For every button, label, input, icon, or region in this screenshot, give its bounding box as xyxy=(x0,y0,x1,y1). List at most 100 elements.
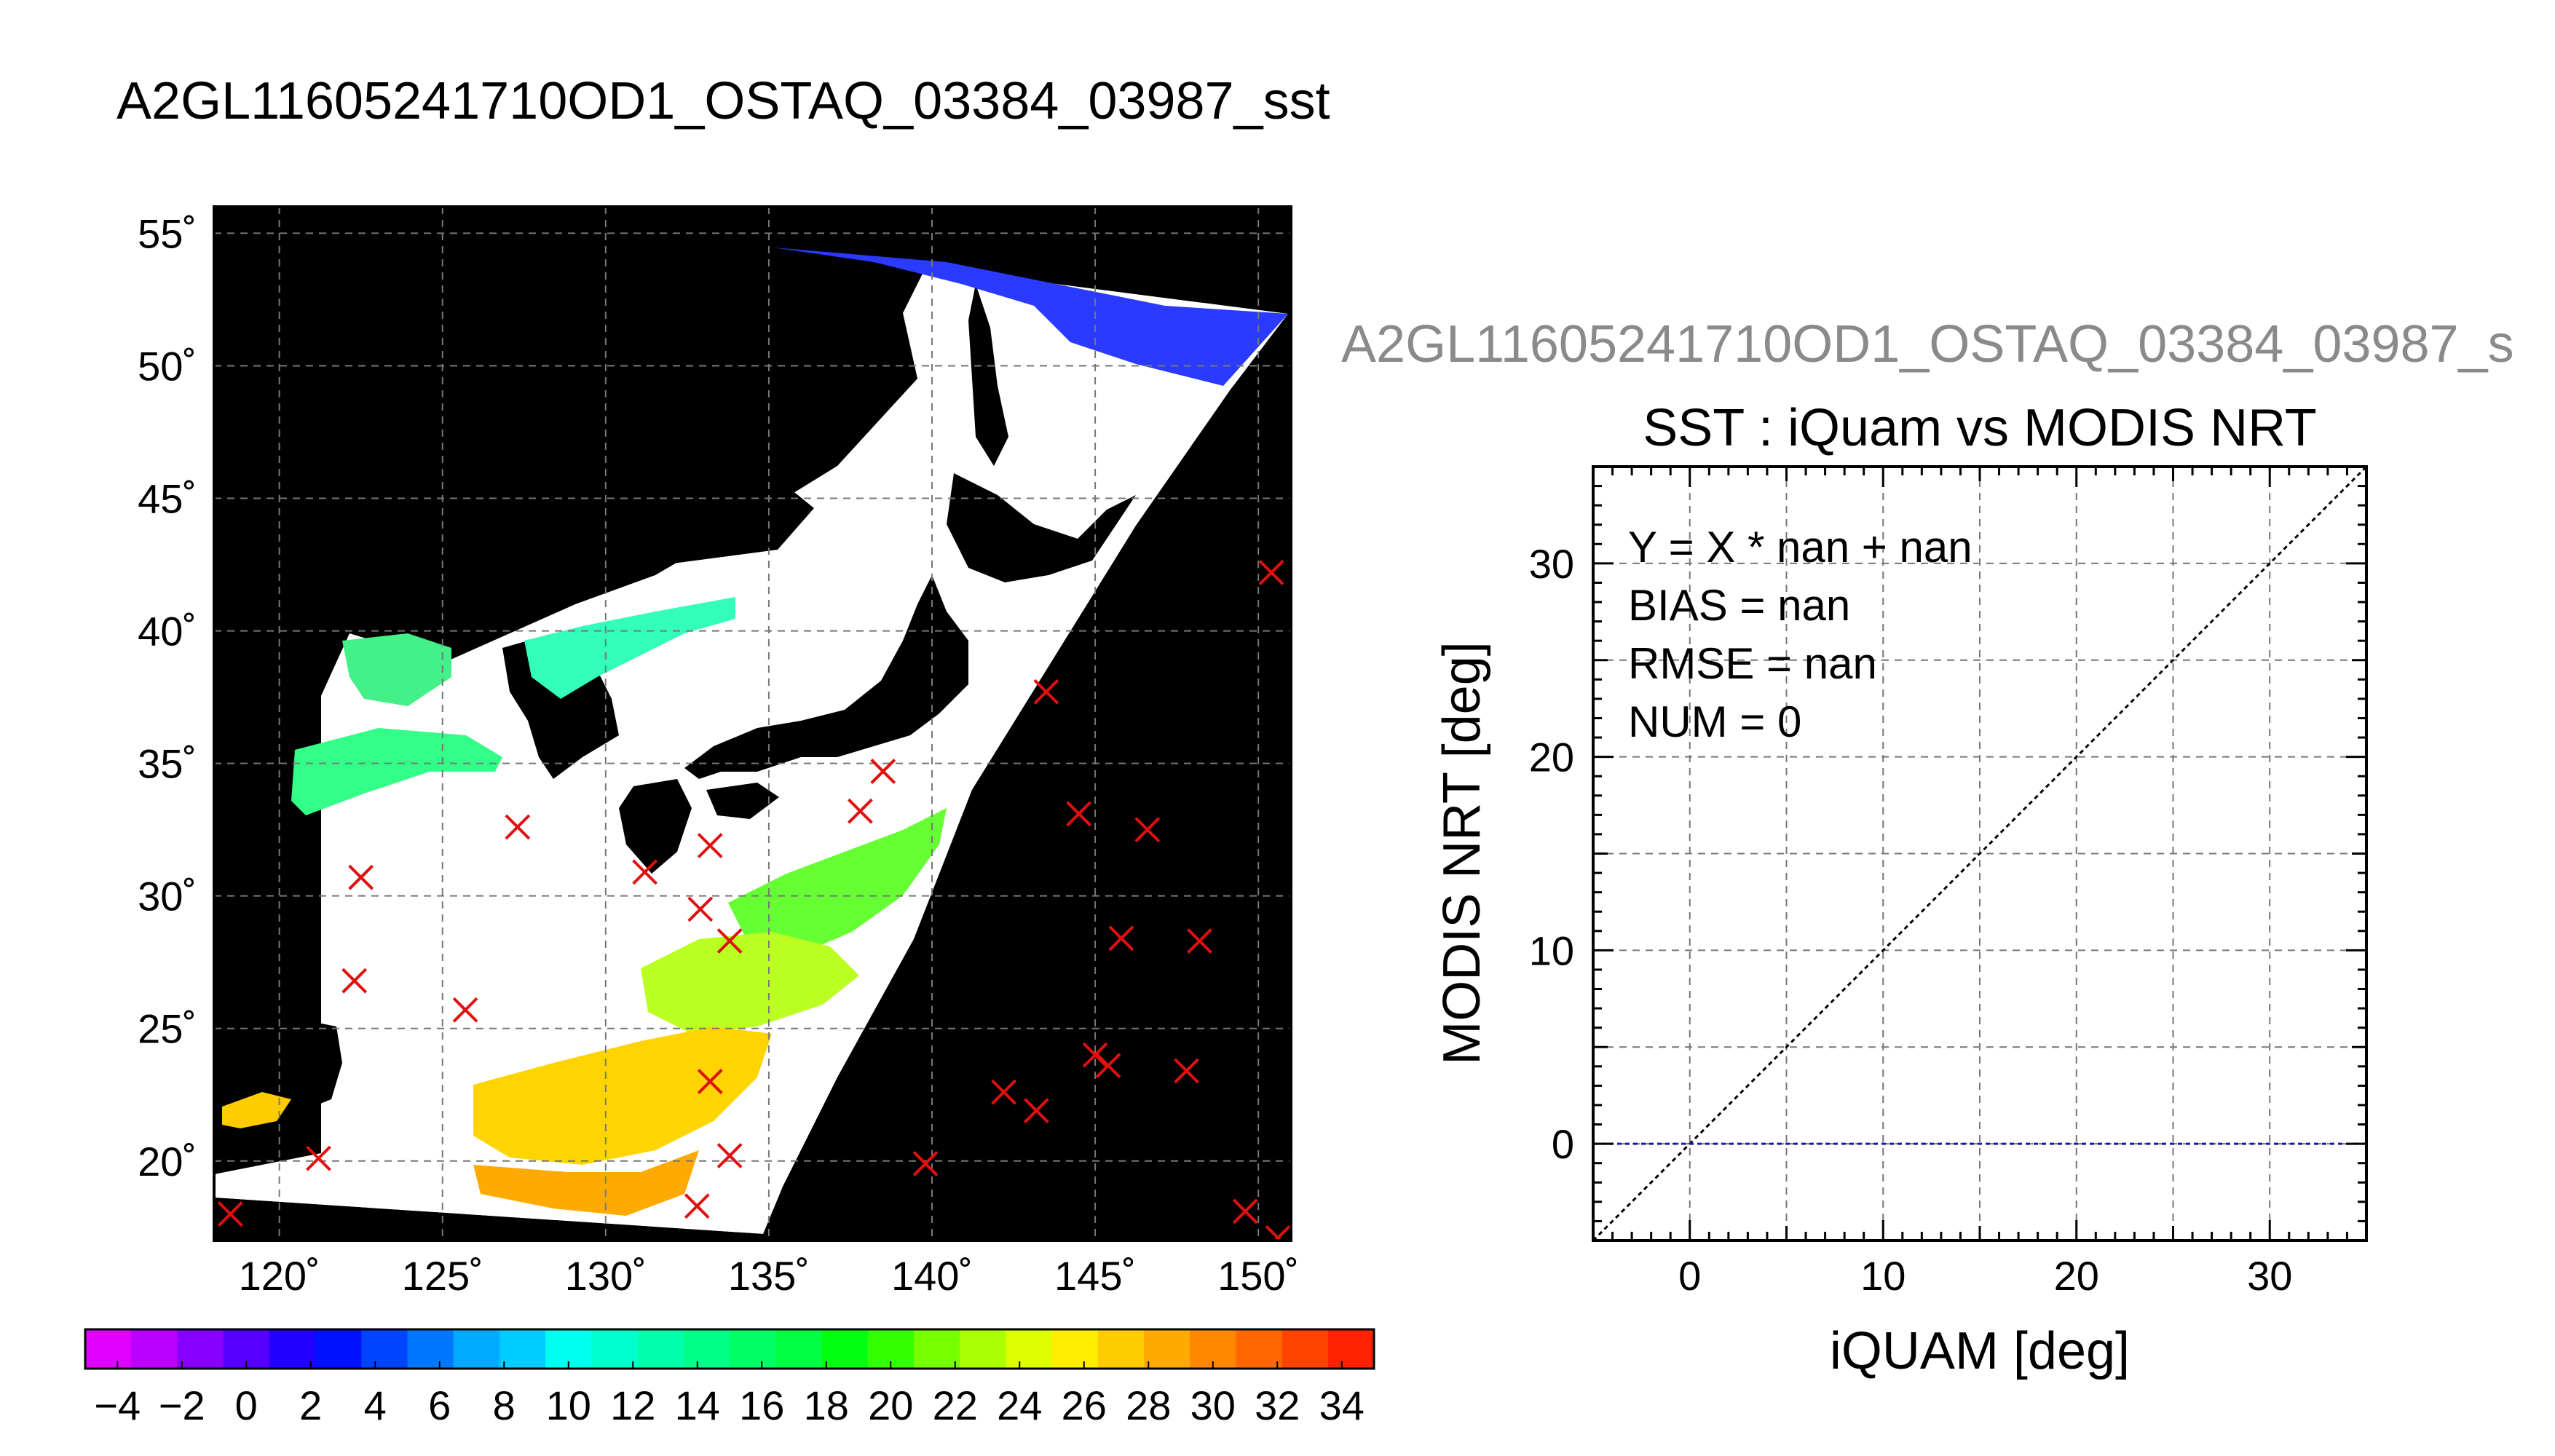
colorbar-tick-label: 34 xyxy=(1319,1382,1365,1428)
colorbar-tick-label: 18 xyxy=(804,1382,849,1428)
land-taiwan xyxy=(297,1022,342,1107)
matchup-marker xyxy=(452,997,478,1023)
marker-stroke xyxy=(847,798,873,824)
colorbar-segment xyxy=(269,1329,316,1369)
colorbar-segment xyxy=(1327,1329,1375,1369)
scatter-x-axis-label: iQUAM [deg] xyxy=(1830,1322,2130,1380)
land-sakhalin xyxy=(968,284,1008,466)
scatter-stat-line: BIAS = nan xyxy=(1628,581,1850,630)
colorbar-tick-label: 10 xyxy=(546,1382,591,1428)
marker-stroke xyxy=(684,1193,710,1219)
colorbar-segment xyxy=(315,1329,362,1369)
colorbar-segment xyxy=(177,1329,224,1369)
scatter-reference-lines xyxy=(1593,467,2366,1241)
scatter-panel: SST : iQuam vs MODIS NRT 0 10 20 300102030 … xyxy=(1433,399,2368,1380)
marker-stroke xyxy=(1258,560,1284,585)
map-gridlines xyxy=(214,207,1291,1241)
colorbar-segment xyxy=(499,1329,546,1369)
marker-stroke xyxy=(687,896,714,922)
colorbar-segment xyxy=(730,1329,776,1369)
marker-stroke xyxy=(1187,928,1212,954)
colorbar-tick-label: 8 xyxy=(493,1382,516,1428)
colorbar-segment xyxy=(913,1329,960,1369)
colorbar-tick-label: 20 xyxy=(868,1382,913,1428)
marker-stroke xyxy=(697,833,723,858)
marker-stroke xyxy=(1066,801,1092,827)
colorbar-segment xyxy=(821,1329,869,1369)
marker-stroke xyxy=(870,759,896,784)
land-japan-shikoku xyxy=(706,783,779,819)
land-japan-kyushu xyxy=(619,779,692,874)
map-latitude-label: 55˚ xyxy=(138,210,197,256)
map-frame xyxy=(213,205,1292,1242)
sst-patch-east-china-sea xyxy=(641,932,859,1034)
marker-stroke xyxy=(348,864,374,890)
matchup-marker xyxy=(1108,925,1134,951)
map-latitude-labels: 20˚ 25˚ 30˚ 35˚ 40˚ 45˚ 50˚ 55˚ xyxy=(138,210,197,1184)
colorbar-segment xyxy=(1282,1329,1329,1369)
land-japan-hokkaido xyxy=(947,473,1136,582)
scatter-stat-line: NUM = 0 xyxy=(1628,697,1801,746)
matchup-marker xyxy=(217,1201,243,1227)
matchup-marker xyxy=(1033,678,1059,705)
matchup-marker xyxy=(1232,1198,1258,1224)
map-latitude-label: 45˚ xyxy=(138,476,197,522)
matchup-marker xyxy=(684,1193,710,1219)
sst-patch-yellow-sea xyxy=(291,728,502,815)
colorbar-tick-label: 14 xyxy=(675,1382,720,1428)
colorbar-tick-label: 0 xyxy=(235,1382,258,1428)
matchup-marker xyxy=(505,814,531,840)
colorbar-segment xyxy=(960,1329,1006,1369)
map-latitude-label: 35˚ xyxy=(138,741,197,787)
colorbar-tick-label: 30 xyxy=(1190,1382,1236,1428)
matchup-marker xyxy=(1066,801,1092,827)
colorbar-tick-label: 32 xyxy=(1255,1382,1300,1428)
marker-stroke xyxy=(1174,1058,1199,1084)
marker-stroke xyxy=(1134,817,1161,843)
map-longitude-label: 120˚ xyxy=(239,1253,320,1299)
sst-patch-bohai xyxy=(342,633,451,706)
one-to-one-line xyxy=(1593,467,2366,1241)
colorbar-segment xyxy=(407,1329,454,1369)
matchup-marker xyxy=(1024,1098,1049,1124)
marker-stroke xyxy=(991,1079,1017,1105)
marker-stroke xyxy=(1082,1042,1108,1068)
page-title: A2GL11605241710OD1_OSTAQ_03384_03987_sst xyxy=(117,72,1330,130)
scatter-frame xyxy=(1592,465,2368,1242)
marker-stroke xyxy=(1273,1224,1291,1241)
scatter-stat-line: RMSE = nan xyxy=(1628,639,1877,688)
marker-stroke xyxy=(505,814,531,840)
sst-patch-kuroshio xyxy=(728,808,947,961)
colorbar-segment xyxy=(85,1329,132,1369)
colorbar-tick-label: 4 xyxy=(364,1382,387,1428)
map-latitude-label: 25˚ xyxy=(138,1006,197,1052)
matchup-marker xyxy=(1082,1042,1108,1068)
colorbar-segment xyxy=(775,1329,822,1369)
scatter-stat-line: Y = X * nan + nan xyxy=(1628,523,1972,571)
sst-map-panel: 120˚ 125˚ 130˚ 135˚ 140˚ 145˚ 150˚ 20˚ 25˚ 30˚ 35… xyxy=(138,205,1300,1299)
matchup-marker xyxy=(687,896,714,922)
matchup-marker xyxy=(1095,1053,1121,1079)
matchup-marker xyxy=(912,1150,939,1176)
sst-colorbar: −4 −2 0 2 4 6 8 10 12 14 16 18 20 22 24 26 28 30 32 34 xyxy=(84,1328,1375,1428)
colorbar-segment xyxy=(637,1329,684,1369)
colorbar-tick-label: 6 xyxy=(428,1382,451,1428)
y-tick-label: 20 xyxy=(1529,735,1574,780)
matchup-marker xyxy=(991,1079,1017,1105)
map-longitude-label: 130˚ xyxy=(565,1253,647,1299)
matchup-marker xyxy=(697,1069,723,1094)
marker-stroke xyxy=(912,1150,939,1176)
marker-stroke xyxy=(1108,925,1134,951)
marker-stroke xyxy=(632,859,658,885)
y-tick-label: 10 xyxy=(1529,927,1574,973)
colorbar-segment xyxy=(361,1329,408,1369)
land-mainland-asia xyxy=(214,207,939,990)
matchup-marker xyxy=(1265,1224,1291,1241)
map-latitude-label: 20˚ xyxy=(138,1139,197,1184)
map-longitude-label: 150˚ xyxy=(1217,1253,1299,1299)
marker-stroke xyxy=(306,1145,331,1171)
colorbar-segment xyxy=(1097,1329,1145,1369)
map-longitude-labels: 120˚ 125˚ 130˚ 135˚ 140˚ 145˚ 150˚ xyxy=(239,1253,1300,1299)
map-latitude-label: 40˚ xyxy=(138,609,197,654)
